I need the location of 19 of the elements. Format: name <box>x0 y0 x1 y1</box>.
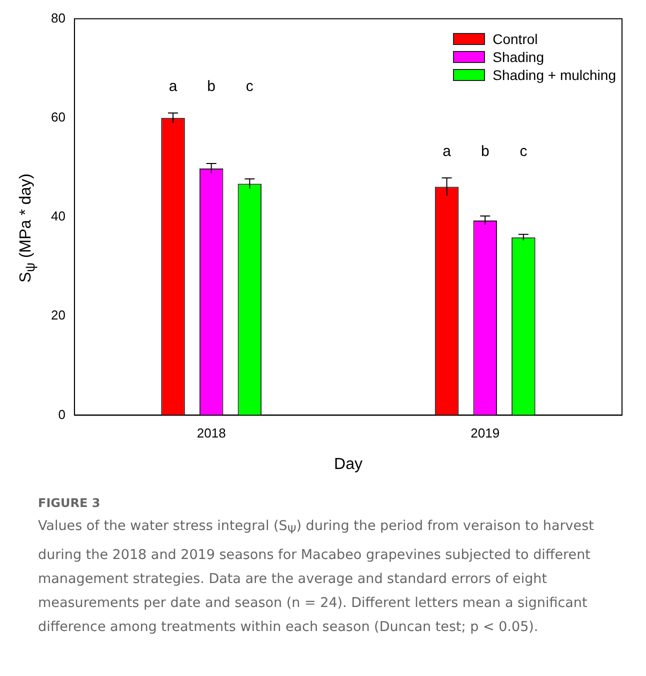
annotation: c <box>246 78 254 96</box>
x-axis-title: Day <box>334 456 362 473</box>
annotation: c <box>520 142 528 160</box>
legend-label: Shading <box>492 48 544 66</box>
annotation: b <box>480 142 490 160</box>
annotation: a <box>442 142 452 160</box>
y-tick-label: 20 <box>50 308 66 323</box>
text: Values of the water stress integral (S$_{Ψ}$) during the period from veraison to harvest during the 2018 and 2019 seasons for Macabeo grapevines subjected to different management strategies. Data are the average and standard errors of eight measurements per date and season (n = 24). Different letters mean a significant difference among treatments within each season (Duncan test; p < 0.05). <box>38 517 595 637</box>
caption: FIGURE 3 <box>38 496 102 510</box>
annotation: a <box>168 78 178 96</box>
y-tick-label: 40 <box>50 208 66 224</box>
x-tick-label: 2019 <box>470 426 500 441</box>
legend-label: Control <box>492 30 538 48</box>
legend-label: Shading + mulching <box>492 66 616 84</box>
y-tick-label: 80 <box>50 10 66 26</box>
y-tick-label: 60 <box>50 109 66 124</box>
annotation: b <box>207 78 216 96</box>
x-tick-label: 2018 <box>196 426 226 441</box>
y-tick-label: 0 <box>58 406 66 422</box>
